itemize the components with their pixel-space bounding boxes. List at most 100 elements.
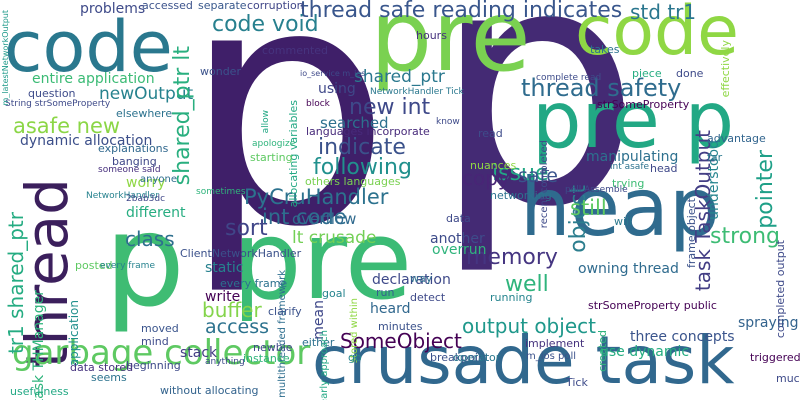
cloud-word: block	[306, 99, 330, 109]
cloud-word: beginning	[126, 359, 181, 372]
cloud-word: indicate	[318, 135, 406, 160]
cloud-word: hours	[416, 29, 447, 42]
cloud-word: static	[205, 260, 244, 276]
cloud-word: sort	[225, 216, 268, 241]
cloud-word: code void	[212, 12, 319, 37]
cloud-word: newbie	[253, 341, 293, 354]
cloud-word: poll Assemble	[565, 185, 628, 195]
cloud-word: instance	[243, 352, 290, 365]
cloud-word: will	[614, 215, 633, 228]
cloud-word: different	[126, 205, 186, 221]
cloud-word: ClientNetworkHandler	[180, 247, 302, 260]
cloud-word: following	[313, 155, 412, 180]
cloud-word: using	[318, 81, 356, 97]
cloud-word: thread safety	[521, 74, 682, 102]
cloud-word: read	[478, 127, 503, 140]
cloud-word: corruption	[247, 0, 304, 12]
cloud-word: owning thread	[578, 261, 679, 277]
cloud-word: running	[490, 291, 533, 304]
cloud-word: allow	[261, 110, 271, 134]
cloud-word: takes	[590, 43, 620, 56]
cloud-word: completed output	[774, 240, 787, 339]
cloud-word: p	[104, 187, 186, 336]
cloud-word: breakpoint	[430, 351, 490, 364]
cloud-word: memory	[466, 245, 558, 270]
cloud-word: well	[505, 272, 549, 297]
cloud-word: sometimes	[196, 187, 246, 197]
cloud-word: apologize	[252, 139, 296, 149]
cloud-word: advantage	[707, 132, 766, 145]
cloud-word: anything	[205, 357, 245, 367]
cloud-word: m_ios poll	[526, 351, 577, 362]
cloud-word: piece	[632, 67, 662, 80]
cloud-word: thread safe reading indicates	[300, 0, 623, 23]
cloud-word: code	[575, 0, 739, 71]
cloud-word: wonder	[200, 65, 241, 78]
cloud-word: nuances	[470, 159, 517, 172]
cloud-word: write	[205, 289, 241, 305]
cloud-word: new int	[349, 95, 431, 120]
cloud-word: application	[67, 300, 81, 367]
cloud-word: explanations	[98, 142, 169, 155]
cloud-word: crusade task	[312, 322, 735, 399]
cloud-word: implement	[525, 337, 585, 350]
cloud-word: heap	[520, 161, 720, 254]
cloud-word: moved	[141, 322, 179, 335]
cloud-word: strong	[710, 224, 781, 249]
cloud-word: trying	[612, 177, 645, 190]
cloud-word: overrun	[432, 242, 487, 258]
cloud-word: int code	[262, 205, 347, 229]
cloud-word: detect	[410, 291, 446, 304]
cloud-word: data stored	[70, 361, 134, 374]
cloud-word: stack	[180, 345, 218, 361]
cloud-word: dynamic allocation	[20, 133, 153, 149]
cloud-word: int asafe	[610, 162, 650, 172]
cloud-word: go	[348, 351, 362, 364]
cloud-word: another	[430, 231, 485, 247]
cloud-word: elsewhere	[116, 107, 173, 120]
cloud-word: heard	[370, 301, 411, 317]
cloud-word: code	[4, 6, 173, 88]
cloud-word: complete read	[536, 73, 602, 83]
cloud-word: access	[205, 316, 270, 338]
cloud-word: usefulness	[10, 385, 69, 398]
cloud-word: banging	[112, 155, 157, 168]
cloud-word: std tr1	[630, 0, 697, 24]
cloud-word: separate	[198, 0, 247, 12]
cloud-word: starting	[250, 151, 293, 164]
cloud-word: newOutput	[99, 84, 194, 104]
cloud-word: strSomeProperty	[597, 98, 690, 111]
cloud-word: three concepts	[630, 329, 735, 345]
cloud-word: copy	[462, 166, 510, 190]
cloud-word: frame object	[685, 198, 698, 269]
cloud-word: seems	[91, 371, 127, 384]
cloud-word: NetworkHandler	[86, 191, 160, 201]
cloud-word: without allocating	[160, 384, 259, 397]
cloud-word: know	[436, 117, 460, 127]
cloud-word: posted	[75, 259, 113, 272]
cloud-word: triggered	[750, 351, 800, 364]
cloud-word: operator	[453, 351, 501, 364]
cloud-word: minutes	[378, 320, 423, 333]
cloud-word: recent completed	[539, 140, 550, 229]
cloud-word: problems	[80, 1, 146, 17]
cloud-word: accessed	[142, 0, 193, 12]
cloud-word: spraying	[738, 315, 799, 331]
cloud-word: others languages	[305, 175, 401, 188]
cloud-word: anyone	[140, 174, 177, 185]
cloud-word: someone said	[98, 165, 161, 175]
cloud-word: task THManager	[31, 290, 47, 400]
cloud-word: garbage collector	[12, 333, 311, 373]
cloud-word: done	[676, 67, 704, 80]
cloud-word: goal	[322, 287, 346, 300]
cloud-word: every frame	[220, 277, 288, 290]
cloud-word: class	[125, 227, 175, 251]
cloud-word: PyCruHandler	[244, 185, 389, 209]
cloud-word: use dynamic	[600, 344, 690, 360]
cloud-word: m_latestNetworkOutput	[1, 10, 10, 106]
cloud-word: Tick	[566, 376, 588, 389]
cloud-word: run	[376, 286, 395, 299]
cloud-word: lt crusade	[292, 228, 377, 248]
cloud-word: issue	[492, 161, 549, 186]
